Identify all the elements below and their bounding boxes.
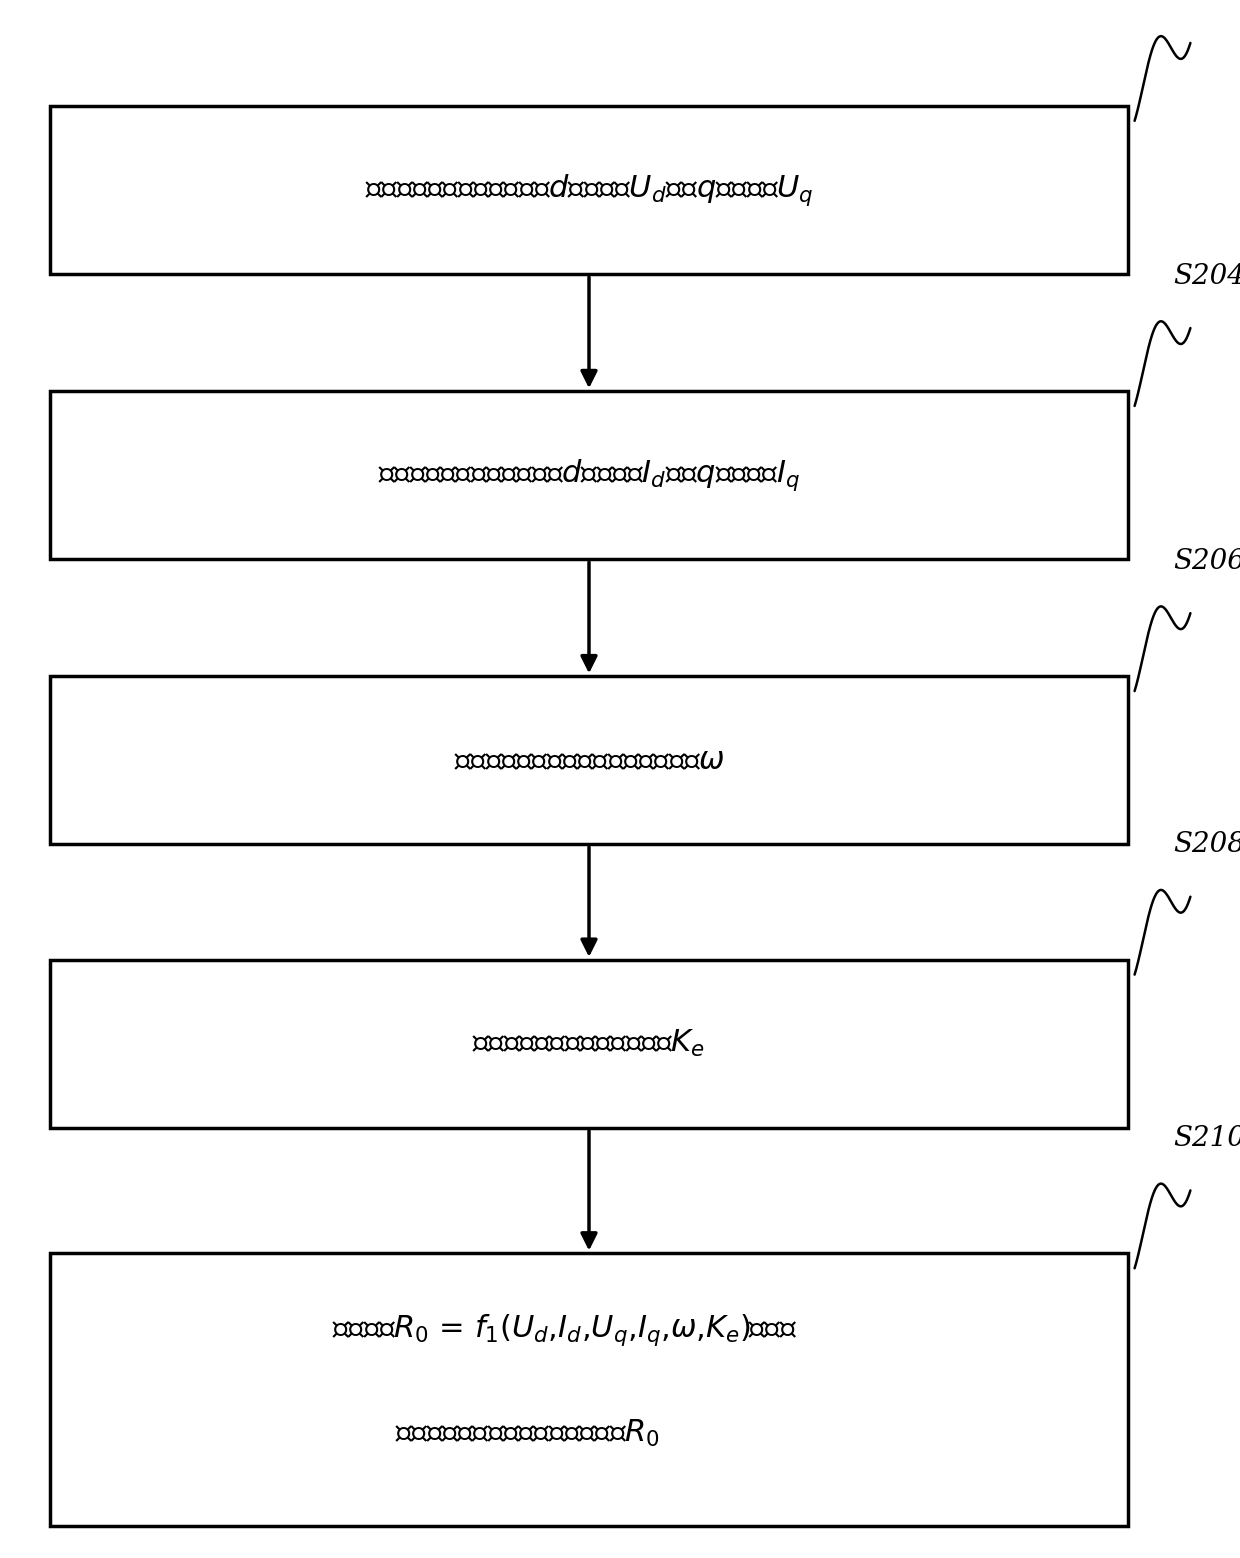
Bar — [50, 960, 1128, 1128]
Text: S206: S206 — [1173, 548, 1240, 575]
Text: S204: S204 — [1173, 263, 1240, 290]
Text: 获取永磁同步电机的转子的电角速度$\omega$: 获取永磁同步电机的转子的电角速度$\omega$ — [454, 746, 724, 774]
Text: 获取永磁同步电机的转子磁链$K_e$: 获取永磁同步电机的转子磁链$K_e$ — [472, 1028, 706, 1059]
Text: 根据公式$R_0$ = $f_1$($U_d$,$I_d$,$U_q$,$I_q$,$\omega$,$K_e$)，计算: 根据公式$R_0$ = $f_1$($U_d$,$I_d$,$U_q$,$I_q… — [331, 1312, 797, 1349]
Bar — [50, 391, 1128, 559]
Bar — [50, 676, 1128, 844]
Text: 获取永磁同步电机的定子的$d$轴的电压$U_d$以及$q$轴的电压$U_q$: 获取永磁同步电机的定子的$d$轴的电压$U_d$以及$q$轴的电压$U_q$ — [365, 171, 813, 209]
Text: 获取永磁同步电机的定子的$d$轴的电流$I_d$以及$q$轴的电流$I_q$: 获取永磁同步电机的定子的$d$轴的电流$I_d$以及$q$轴的电流$I_q$ — [378, 456, 800, 494]
Text: S202: S202 — [1173, 0, 1240, 5]
Text: S210: S210 — [1173, 1125, 1240, 1153]
Text: 出永磁同步电机的定子绕组的电阻$R_0$: 出永磁同步电机的定子绕组的电阻$R_0$ — [394, 1418, 660, 1449]
Text: S208: S208 — [1173, 832, 1240, 858]
Bar — [50, 1253, 1128, 1527]
Bar — [50, 106, 1128, 274]
